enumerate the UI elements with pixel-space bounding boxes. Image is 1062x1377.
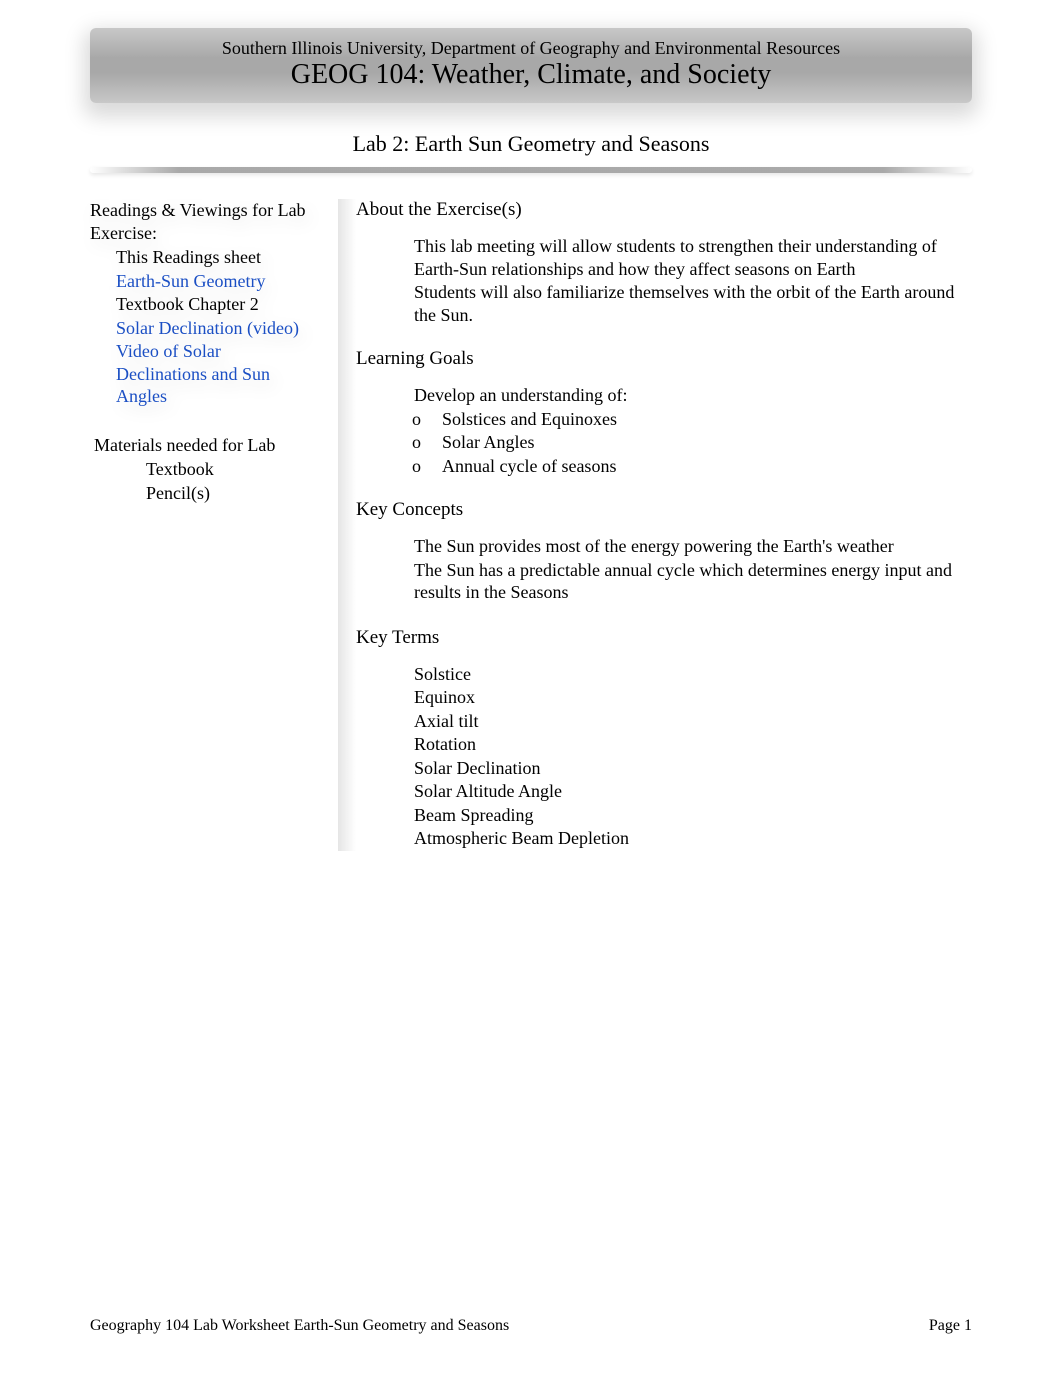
header-banner: Southern Illinois University, Department… [90,28,972,103]
goals-intro: Develop an understanding of: [414,384,627,407]
main-content: About the Exercise(s) This lab meeting w… [344,199,972,851]
list-item: Solar Altitude Angle [384,780,972,803]
list-item: Solar Declination [384,757,972,780]
list-item: Earth-Sun Geometry [90,270,316,293]
term-text: Axial tilt [414,710,479,733]
material-text: Textbook [146,458,214,481]
list-item: This Readings sheet [90,246,316,269]
term-text: Beam Spreading [414,804,533,827]
concept-text: The Sun provides most of the energy powe… [414,535,894,558]
list-item: The Sun has a predictable annual cycle w… [384,559,972,604]
sub-bullet: o [412,408,442,431]
reading-link[interactable]: Video of Solar Declinations and Sun Angl… [116,340,316,408]
list-item: Atmospheric Beam Depletion [384,827,972,850]
concept-text: The Sun has a predictable annual cycle w… [414,559,972,604]
list-item: Video of Solar Declinations and Sun Angl… [90,340,316,408]
list-item: oSolstices and Equinoxes [412,408,972,431]
list-item: Pencil(s) [90,482,316,505]
reading-link[interactable]: Solar Declination (video) [116,317,299,340]
term-text: Solstice [414,663,471,686]
divider [90,167,972,173]
content-columns: Readings & Viewings for Lab Exercise: Th… [90,199,972,851]
sub-bullet: o [412,431,442,454]
term-text: Equinox [414,686,475,709]
terms-heading: Key Terms [356,627,972,649]
material-text: Pencil(s) [146,482,210,505]
term-text: Atmospheric Beam Depletion [414,827,629,850]
materials-list: Textbook Pencil(s) [90,458,316,504]
goals-list: Develop an understanding of: [356,384,972,407]
list-item: Equinox [384,686,972,709]
readings-heading: Readings & Viewings for Lab Exercise: [90,199,316,244]
footer: Geography 104 Lab Worksheet Earth-Sun Ge… [90,1317,972,1335]
list-item: The Sun provides most of the energy powe… [384,535,972,558]
reading-text: This Readings sheet [116,246,261,269]
list-item: Develop an understanding of: [384,384,972,407]
list-item: Textbook Chapter 2 [90,293,316,316]
goals-heading: Learning Goals [356,348,972,370]
reading-link[interactable]: Earth-Sun Geometry [116,270,265,293]
readings-list: This Readings sheet Earth-Sun Geometry T… [90,246,316,408]
goal-sub-text: Annual cycle of seasons [442,455,616,478]
reading-text: Textbook Chapter 2 [116,293,259,316]
footer-left: Geography 104 Lab Worksheet Earth-Sun Ge… [90,1317,509,1335]
about-text: Students will also familiarize themselve… [414,281,972,326]
goal-sub-text: Solstices and Equinoxes [442,408,617,431]
footer-right: Page 1 [929,1317,972,1335]
list-item: Students will also familiarize themselve… [384,281,972,326]
list-item: oAnnual cycle of seasons [412,455,972,478]
list-item: Axial tilt [384,710,972,733]
sidebar: Readings & Viewings for Lab Exercise: Th… [90,199,316,851]
header-title: GEOG 104: Weather, Climate, and Society [90,59,972,91]
goals-sublist: oSolstices and Equinoxes oSolar Angles o… [356,408,972,478]
about-heading: About the Exercise(s) [356,199,972,221]
list-item: This lab meeting will allow students to … [384,235,972,280]
concepts-list: The Sun provides most of the energy powe… [356,535,972,605]
term-text: Solar Altitude Angle [414,780,562,803]
concepts-heading: Key Concepts [356,499,972,521]
list-item: oSolar Angles [412,431,972,454]
readings-block: Readings & Viewings for Lab Exercise: Th… [90,199,316,408]
list-item: Solar Declination (video) [90,317,316,340]
list-item: Textbook [90,458,316,481]
list-item: Beam Spreading [384,804,972,827]
materials-heading: Materials needed for Lab [90,434,316,457]
terms-list: Solstice Equinox Axial tilt Rotation Sol… [356,663,972,850]
list-item: Solstice [384,663,972,686]
list-item: Rotation [384,733,972,756]
about-text: This lab meeting will allow students to … [414,235,972,280]
page: Southern Illinois University, Department… [0,0,1062,1377]
about-list: This lab meeting will allow students to … [356,235,972,326]
header-subtitle: Southern Illinois University, Department… [90,38,972,59]
term-text: Rotation [414,733,476,756]
term-text: Solar Declination [414,757,540,780]
goal-sub-text: Solar Angles [442,431,535,454]
sub-bullet: o [412,455,442,478]
lab-title: Lab 2: Earth Sun Geometry and Seasons [90,131,972,167]
